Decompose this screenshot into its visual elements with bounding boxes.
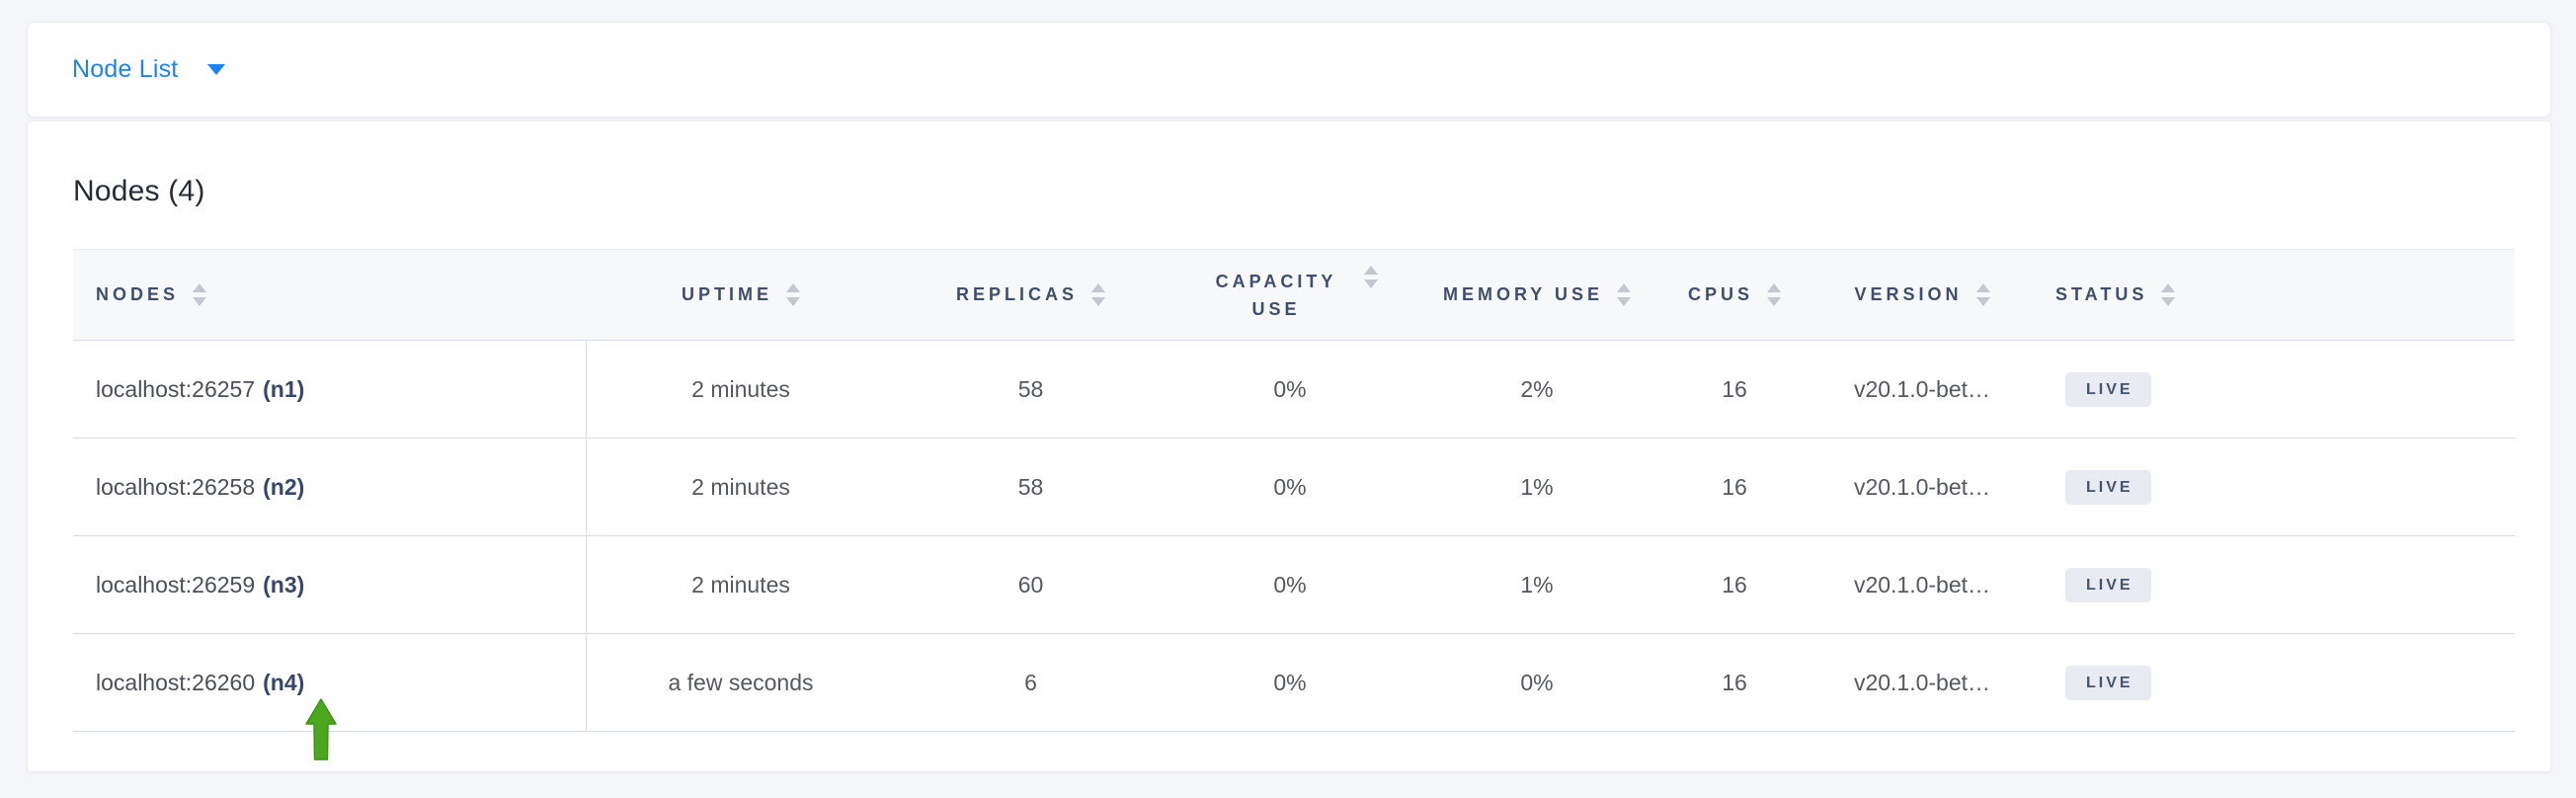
table-row-n4: localhost:26260 (n4) a few seconds 6 0% … [73,634,2515,732]
memory-use-cell: 1% [1520,473,1554,500]
status-badge: LIVE [2065,567,2151,602]
replicas-cell: 60 [1017,571,1044,598]
column-label: STATUS [2055,284,2148,304]
column-header-uptime[interactable]: UPTIME [587,250,895,340]
node-address: localhost:26259 [96,571,256,598]
column-label: MEMORY USE [1442,284,1604,304]
nodes-panel: Nodes (4) NODES UPTIME REPLICAS CAPACITY… [27,120,2551,772]
replicas-cell: 58 [1017,375,1044,402]
replicas-cell: 58 [1017,473,1044,500]
node-link-n1[interactable]: localhost:26257 (n1) [73,341,587,438]
cpus-cell: 16 [1722,473,1747,500]
node-id: (n3) [263,571,305,598]
version-cell: v20.1.0-bet… [1853,669,1991,695]
view-selector-card: Node List [27,22,2551,118]
node-id: (n2) [263,473,305,500]
node-link-n3[interactable]: localhost:26259 (n3) [73,536,587,633]
column-header-replicas[interactable]: REPLICAS [895,250,1167,340]
uptime-cell: 2 minutes [691,473,790,500]
page-title: Nodes (4) [73,175,205,207]
column-label: VERSION [1854,284,1963,304]
sort-icon [786,283,800,306]
column-header-version[interactable]: VERSION [1809,250,2036,340]
capacity-use-cell: 0% [1273,473,1307,500]
node-link-n2[interactable]: localhost:26258 (n2) [73,439,587,535]
memory-use-cell: 0% [1520,669,1554,695]
sort-icon [193,283,207,306]
node-id: (n4) [263,669,305,695]
column-header-status[interactable]: STATUS [2036,250,2515,340]
status-badge: LIVE [2065,665,2151,700]
status-badge: LIVE [2065,371,2151,407]
status-cell: LIVE [2036,439,2515,535]
column-header-nodes[interactable]: NODES [73,250,587,340]
capacity-use-cell: 0% [1273,669,1307,695]
node-address: localhost:26260 [96,669,256,695]
green-up-arrow-annotation [305,698,337,760]
column-label: CPUS [1687,284,1753,304]
cpus-cell: 16 [1722,375,1747,402]
cpus-cell: 16 [1722,571,1747,598]
capacity-use-cell: 0% [1273,571,1307,598]
sort-icon [1617,283,1632,306]
sort-icon [1364,266,1378,288]
node-id: (n1) [263,375,305,402]
table-header-row: NODES UPTIME REPLICAS CAPACITY USE MEMOR… [73,249,2515,341]
table-row-n2: localhost:26258 (n2) 2 minutes 58 0% 1% … [73,439,2515,536]
version-cell: v20.1.0-bet… [1853,375,1991,402]
uptime-cell: 2 minutes [691,571,790,598]
replicas-cell: 6 [1024,669,1037,695]
column-label: UPTIME [681,284,772,304]
memory-use-cell: 1% [1520,571,1554,598]
status-badge: LIVE [2065,469,2151,505]
uptime-cell: 2 minutes [691,375,790,402]
column-header-capacity-use[interactable]: CAPACITY USE [1167,250,1413,340]
column-label: REPLICAS [955,284,1078,304]
cpus-cell: 16 [1722,669,1747,695]
sort-icon [1767,283,1781,306]
caret-down-icon [207,64,226,75]
node-link-n4[interactable]: localhost:26260 (n4) [73,634,587,731]
sort-icon [1975,283,1990,306]
sort-icon [2161,283,2176,306]
column-label: CAPACITY USE [1215,271,1337,319]
nodes-table: NODES UPTIME REPLICAS CAPACITY USE MEMOR… [73,249,2515,732]
version-cell: v20.1.0-bet… [1853,571,1991,598]
table-row-n3: localhost:26259 (n3) 2 minutes 60 0% 1% … [73,536,2515,634]
view-selector-dropdown[interactable]: Node List [72,55,226,84]
node-address: localhost:26258 [96,473,256,500]
column-label: NODES [96,284,180,304]
sort-icon [1091,283,1105,306]
column-header-cpus[interactable]: CPUS [1660,250,1809,340]
column-header-memory-use[interactable]: MEMORY USE [1413,250,1660,340]
capacity-use-cell: 0% [1273,375,1307,402]
memory-use-cell: 2% [1520,375,1554,402]
uptime-cell: a few seconds [668,669,814,695]
version-cell: v20.1.0-bet… [1853,473,1991,500]
node-address: localhost:26257 [96,375,256,402]
view-selector-label: Node List [72,55,179,83]
status-cell: LIVE [2036,536,2515,633]
status-cell: LIVE [2036,341,2515,438]
table-row-n1: localhost:26257 (n1) 2 minutes 58 0% 2% … [73,341,2515,439]
status-cell: LIVE [2036,634,2515,731]
